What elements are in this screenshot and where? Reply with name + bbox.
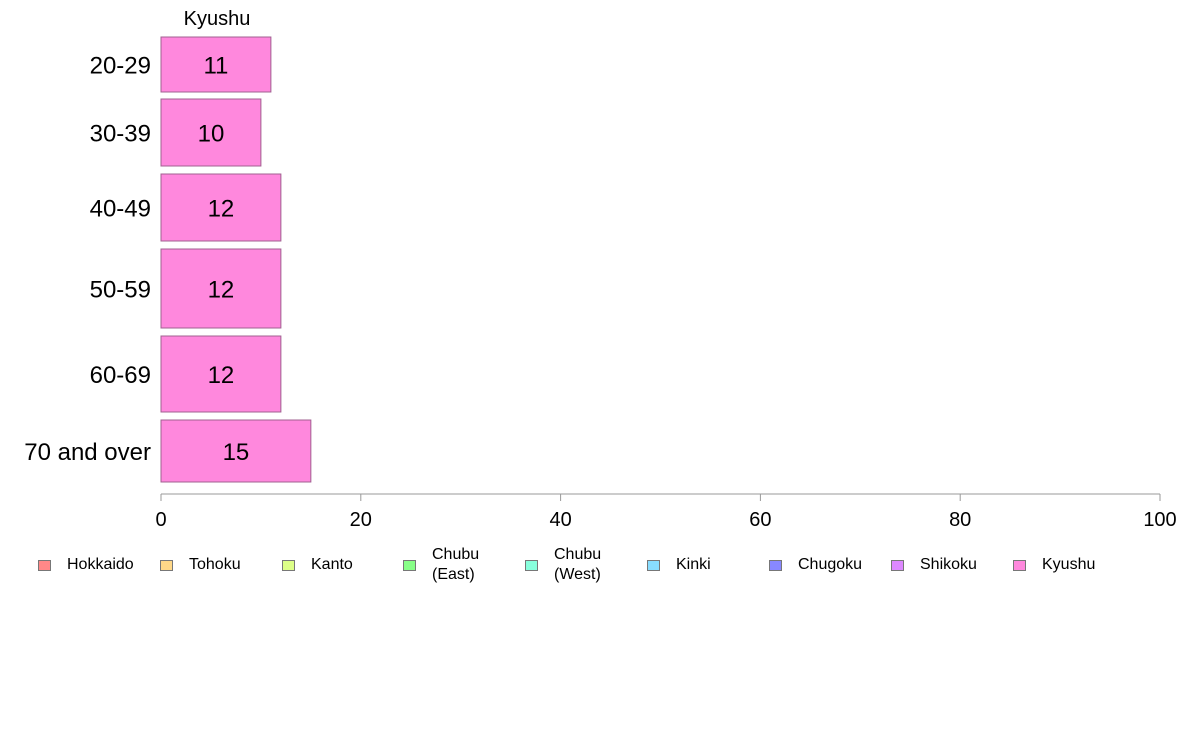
legend-label: Kanto	[311, 556, 353, 573]
legend-item: Kyushu	[1013, 540, 1095, 590]
x-tick-label: 60	[749, 509, 771, 531]
bar-40-49	[160, 173, 282, 242]
category-label: 40-49	[90, 196, 151, 223]
legend: Hokkaido Tohoku Kanto Chubu (East) Chubu (We…	[0, 540, 1188, 590]
bar-20-29	[160, 36, 272, 93]
bar-30-39	[160, 98, 262, 167]
legend-label: Kinki	[676, 556, 711, 573]
legend-label: Kyushu	[1042, 556, 1096, 573]
legend-swatch	[769, 559, 782, 571]
data-label: 12	[208, 362, 235, 389]
data-label: 15	[223, 439, 250, 466]
legend-swatch	[403, 559, 416, 571]
category-label: 70 and over	[24, 439, 151, 466]
x-tick-label: 80	[949, 509, 971, 531]
x-tick-label: 20	[350, 509, 372, 531]
legend-label: Shikoku	[920, 556, 977, 573]
x-tick-label: 0	[155, 509, 166, 531]
legend-label: Hokkaido	[67, 556, 134, 573]
x-tick-label: 100	[1143, 509, 1176, 531]
category-label: 30-39	[90, 121, 151, 148]
data-label: 12	[208, 277, 235, 304]
legend-swatch	[891, 559, 904, 571]
legend-item: Kinki	[647, 540, 711, 590]
legend-label: Tohoku	[189, 556, 241, 573]
data-label: 11	[203, 53, 228, 80]
bar-60-69	[160, 335, 282, 413]
legend-item: Chubu (East)	[403, 540, 479, 590]
bar-50-59	[160, 248, 282, 329]
data-label: 10	[198, 121, 225, 148]
x-tick-label: 40	[549, 509, 571, 531]
category-label: 20-29	[90, 53, 151, 80]
data-label: 12	[208, 196, 235, 223]
chart-title: Kyushu	[184, 8, 251, 30]
legend-swatch	[1013, 559, 1026, 571]
legend-swatch	[647, 559, 660, 571]
legend-item: Tohoku	[160, 540, 241, 590]
legend-item: Kanto	[282, 540, 353, 590]
legend-item: Chubu (West)	[525, 540, 601, 590]
category-label: 50-59	[90, 277, 151, 304]
legend-swatch	[160, 559, 173, 571]
legend-label: Chubu (East)	[432, 546, 480, 583]
category-label: 60-69	[90, 362, 151, 389]
bar-70-and-over	[160, 419, 312, 483]
legend-swatch	[282, 559, 295, 571]
legend-label: Chugoku	[798, 556, 863, 573]
legend-label: Chubu (West)	[554, 546, 602, 583]
legend-item: Shikoku	[891, 540, 977, 590]
legend-item: Chugoku	[769, 540, 862, 590]
legend-item: Hokkaido	[38, 540, 134, 590]
legend-swatch	[525, 559, 538, 571]
legend-swatch	[38, 559, 51, 571]
